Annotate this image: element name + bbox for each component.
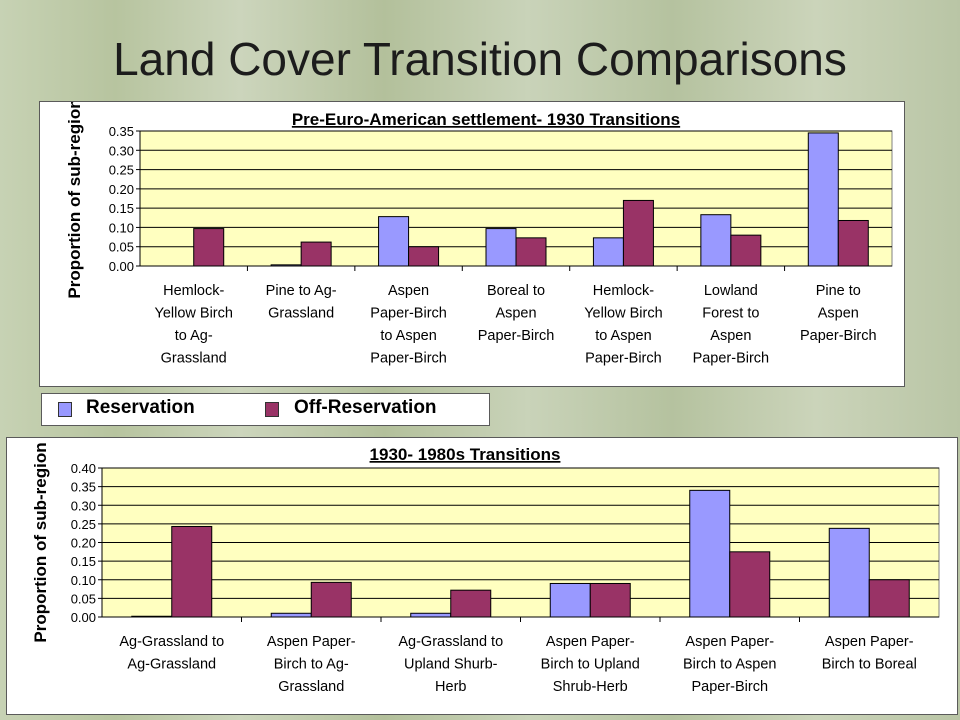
y-tick-label: 0.15 (109, 201, 134, 216)
x-tick-label: Ag-Grassland (127, 657, 216, 673)
x-tick-label: Grassland (268, 306, 334, 322)
y-tick-label: 0.35 (71, 480, 96, 495)
legend-swatch-off-reservation (265, 402, 279, 417)
x-tick-label: Yellow Birch (584, 306, 662, 322)
y-tick-label: 0.00 (109, 259, 134, 274)
page-title: Land Cover Transition Comparisons (113, 33, 847, 85)
x-tick-label: Birch to Upland (541, 657, 640, 673)
x-tick-label: Aspen (818, 306, 859, 322)
chart-title: 1930- 1980s Transitions (370, 445, 561, 464)
bar (828, 527, 870, 618)
y-tick-label: 0.10 (109, 220, 134, 235)
bar (807, 132, 839, 267)
bar (310, 581, 352, 618)
x-tick-label: Paper-Birch (370, 306, 447, 322)
x-tick-label: Aspen (710, 328, 751, 344)
x-tick-label: Lowland (704, 283, 758, 299)
bar (450, 589, 492, 618)
bar (270, 612, 312, 618)
bar (300, 241, 332, 267)
bar (689, 489, 731, 618)
x-tick-label: Birch to Ag- (274, 657, 349, 673)
chart-legend: Reservation Off-Reservation (41, 393, 490, 426)
x-tick-label: Pine to Ag- (266, 283, 337, 299)
x-tick-label: Paper-Birch (693, 351, 770, 367)
y-tick-label: 0.20 (71, 536, 96, 551)
bar (270, 264, 302, 267)
x-tick-label: Pine to (816, 283, 861, 299)
y-tick-label: 0.40 (71, 461, 96, 476)
bar (485, 228, 517, 267)
x-tick-label: Paper-Birch (478, 328, 555, 344)
x-tick-label: Paper-Birch (585, 351, 662, 367)
x-tick-label: Birch to Aspen (683, 657, 777, 673)
chart-pre-settlement: Pre-Euro-American settlement- 1930 Trans… (65, 98, 893, 367)
x-tick-label: Boreal to (487, 283, 545, 299)
bar (700, 214, 732, 267)
x-tick-label: Aspen Paper- (267, 634, 356, 650)
y-tick-label: 0.15 (71, 554, 96, 569)
x-tick-label: Yellow Birch (154, 306, 232, 322)
y-tick-label: 0.30 (71, 498, 96, 513)
y-tick-label: 0.25 (109, 163, 134, 178)
legend-label-reservation: Reservation (86, 397, 195, 418)
y-tick-label: 0.05 (71, 591, 96, 606)
x-tick-label: Paper-Birch (691, 679, 768, 695)
bar (515, 237, 547, 267)
bar (592, 237, 624, 267)
legend-label-off-reservation: Off-Reservation (294, 397, 437, 418)
chart-title: Pre-Euro-American settlement- 1930 Trans… (292, 110, 680, 129)
x-tick-label: Grassland (161, 351, 227, 367)
x-tick-label: Herb (435, 679, 466, 695)
y-tick-label: 0.20 (109, 182, 134, 197)
x-tick-label: Hemlock- (593, 283, 654, 299)
x-tick-label: to Aspen (380, 328, 436, 344)
bar (589, 582, 631, 618)
bar (549, 582, 591, 618)
x-tick-label: Aspen (495, 306, 536, 322)
bar (730, 234, 762, 267)
bar (837, 219, 869, 267)
x-tick-label: Forest to (702, 306, 759, 322)
legend-swatch-reservation (58, 402, 72, 417)
x-tick-label: Aspen (388, 283, 429, 299)
x-tick-label: Aspen Paper- (546, 634, 635, 650)
y-tick-label: 0.35 (109, 124, 134, 139)
y-axis-label: Proportion of sub-region (31, 442, 50, 642)
chart-panel-pre-settlement: Pre-Euro-American settlement- 1930 Trans… (39, 98, 905, 387)
x-tick-label: Shrub-Herb (553, 679, 628, 695)
y-tick-label: 0.00 (71, 610, 96, 625)
bar (378, 216, 410, 267)
x-tick-label: to Aspen (595, 328, 651, 344)
x-tick-label: Upland Shurb- (404, 657, 498, 673)
x-tick-label: Paper-Birch (800, 328, 877, 344)
y-tick-label: 0.30 (109, 143, 134, 158)
y-tick-label: 0.10 (71, 573, 96, 588)
x-tick-label: to Ag- (175, 328, 213, 344)
y-axis-label: Proportion of sub-region (65, 102, 84, 299)
chart-1930-1980s: 1930- 1980s Transitions Proportion of sub… (31, 442, 940, 695)
bar (729, 551, 771, 618)
bar (622, 199, 654, 267)
bar (193, 228, 225, 267)
x-tick-label: Paper-Birch (370, 351, 447, 367)
x-tick-label: Aspen Paper- (825, 634, 914, 650)
y-tick-label: 0.05 (109, 240, 134, 255)
bar (171, 525, 213, 618)
x-tick-label: Hemlock- (163, 283, 224, 299)
bar (131, 615, 173, 618)
bar (408, 246, 440, 267)
bar (868, 579, 910, 618)
x-tick-label: Grassland (278, 679, 344, 695)
x-tick-label: Birch to Boreal (822, 657, 917, 673)
x-tick-label: Ag-Grassland to (119, 634, 224, 650)
bar (410, 612, 452, 618)
chart-panel-1930-1980s: 1930- 1980s Transitions Proportion of sub… (6, 437, 958, 715)
x-tick-label: Aspen Paper- (685, 634, 774, 650)
x-tick-label: Ag-Grassland to (398, 634, 503, 650)
y-tick-label: 0.25 (71, 517, 96, 532)
